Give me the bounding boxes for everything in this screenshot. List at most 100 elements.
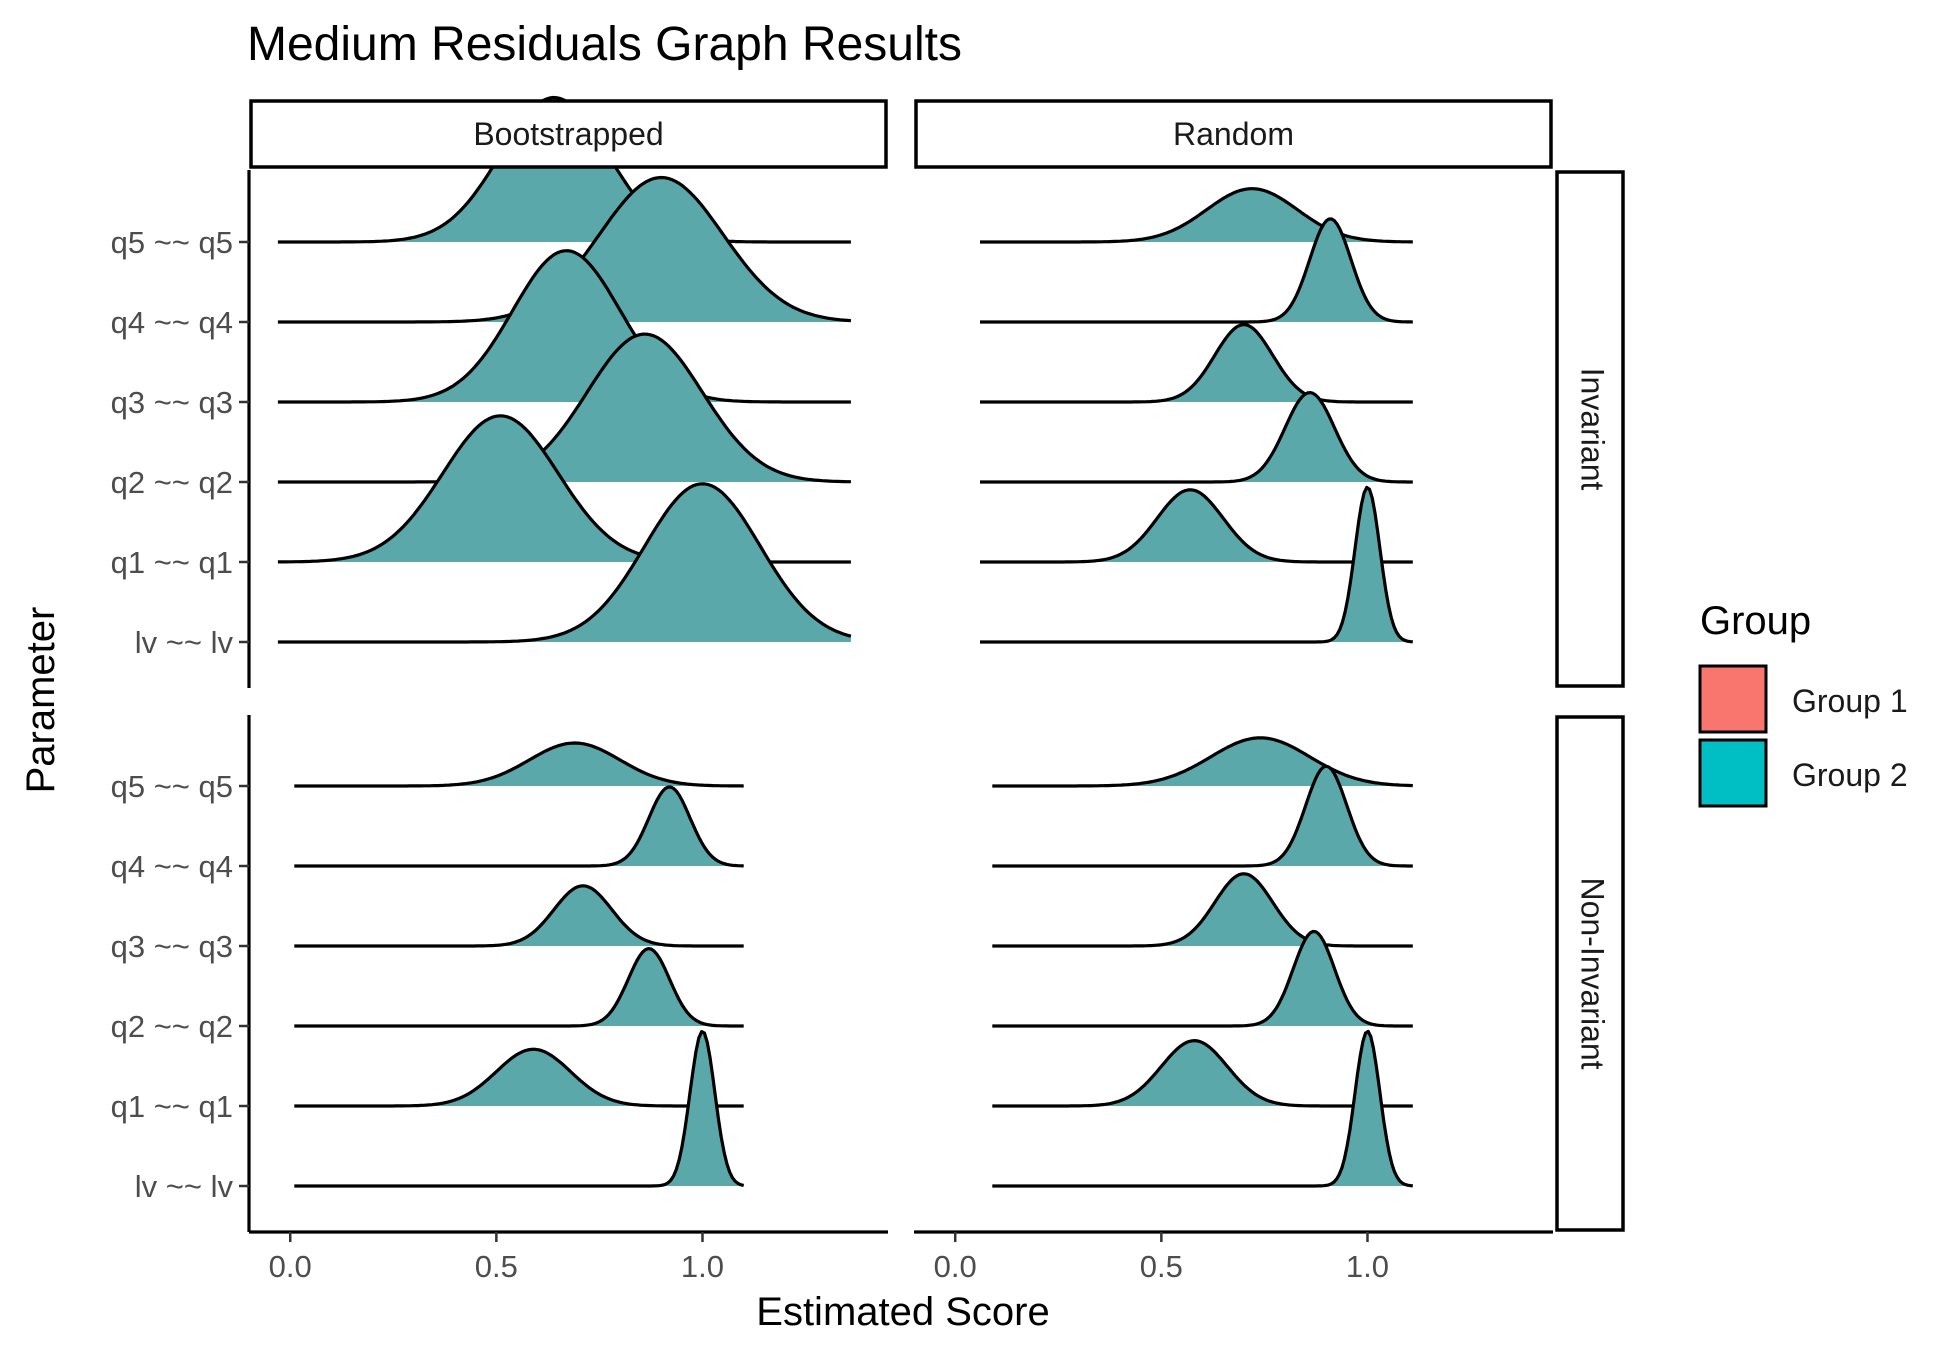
ridge-q3-q3 [980, 323, 1413, 404]
ridge-area [294, 787, 744, 866]
panel-background [249, 715, 888, 1232]
legend-label-group-1: Group 1 [1792, 683, 1908, 719]
strip-label: Random [1173, 116, 1294, 152]
ridge-q2-q2 [294, 947, 744, 1028]
legend-item-group-1: Group 1 [1698, 664, 1908, 734]
ridge-area [992, 873, 1413, 946]
ridge-line [992, 764, 1413, 868]
ridge-line [992, 1029, 1413, 1188]
y-tick-label: q4 ~~ q4 [111, 305, 233, 340]
ridge-line [980, 323, 1413, 404]
ridge-area [992, 931, 1413, 1026]
strip-invariant: Invariant [1555, 170, 1625, 688]
ridge-area [294, 743, 744, 786]
legend-item-group-2: Group 2 [1698, 738, 1908, 808]
strip-box [1555, 170, 1625, 688]
y-tick-label: q4 ~~ q4 [111, 849, 233, 884]
x-tick-label: 0.5 [475, 1249, 518, 1284]
ridge-area [980, 489, 1413, 562]
strip-label: Bootstrapped [473, 116, 663, 152]
panel-random-non-invariant [914, 715, 1553, 1232]
panels [249, 95, 1553, 1232]
panel-bootstrapped-non-invariant [249, 715, 888, 1232]
y-tick-label: q2 ~~ q2 [111, 1009, 233, 1044]
ridge-area [980, 392, 1413, 482]
strip-box [1555, 715, 1625, 1232]
ridge-line [992, 872, 1413, 948]
ridge-line [277, 332, 851, 484]
panel-background [914, 715, 1553, 1232]
strip-non-invariant: Non-Invariant [1555, 715, 1625, 1232]
ridge-q3-q3 [992, 872, 1413, 948]
ridge-q4-q4 [980, 217, 1413, 324]
ridge-q4-q4 [294, 785, 744, 868]
ridge-q5-q5 [992, 736, 1413, 788]
legend-label-group-2: Group 2 [1792, 757, 1908, 793]
ridge-q5-q5 [294, 741, 744, 788]
ridge-area [294, 1049, 744, 1106]
legend: Group Group 1 Group 2 [1698, 599, 1908, 808]
ridge-line [992, 736, 1413, 788]
y-tick-label: q1 ~~ q1 [111, 545, 233, 580]
ridge-line [294, 947, 744, 1028]
ridge-area [980, 487, 1413, 642]
ridge-line [294, 1030, 745, 1188]
ridge-area [277, 97, 851, 242]
panel-background [914, 170, 1553, 688]
ridge-q1-q1 [992, 1039, 1413, 1108]
strip-bootstrapped: Bootstrapped [249, 99, 888, 169]
ridge-area [277, 250, 851, 402]
ridge-line [277, 482, 852, 644]
y-tick-label: lv ~~ lv [135, 1169, 234, 1204]
ridge-line [294, 884, 744, 948]
ridge-lv-lv [980, 485, 1413, 644]
chart-title: Medium Residuals Graph Results [247, 18, 962, 71]
y-axis-label: Parameter [19, 607, 63, 794]
ridge-line [980, 391, 1413, 484]
ridge-q2-q2 [980, 391, 1413, 484]
y-tick-label: lv ~~ lv [135, 625, 234, 660]
ridge-q2-q2 [992, 929, 1413, 1028]
ridge-area [980, 324, 1413, 402]
ridge-lv-lv [294, 1030, 745, 1188]
ridge-line [294, 785, 744, 868]
x-tick-label: 1.0 [1346, 1249, 1389, 1284]
y-tick-label: q3 ~~ q3 [111, 929, 233, 964]
ridge-area [277, 415, 851, 562]
y-tick-label: q2 ~~ q2 [111, 465, 233, 500]
ridge-area [980, 188, 1413, 242]
ridge-area [294, 948, 744, 1026]
legend-key-group-2 [1698, 738, 1768, 808]
ridge-q4-q4 [992, 764, 1413, 868]
x-axis-label: Estimated Score [756, 1290, 1049, 1334]
ridge-area [992, 766, 1413, 866]
x-tick-label: 0.0 [934, 1249, 977, 1284]
x-tick-label: 1.0 [681, 1249, 724, 1284]
ridge-q3-q3 [294, 884, 744, 948]
ridge-line [294, 1047, 744, 1108]
ridge-line [992, 1039, 1413, 1108]
ridge-area [277, 483, 851, 642]
strip-box [914, 99, 1553, 169]
ridge-line [992, 929, 1413, 1028]
ridge-area [980, 219, 1413, 322]
y-tick-label: q5 ~~ q5 [111, 225, 233, 260]
legend-key-group-1 [1698, 664, 1768, 734]
ridge-line [294, 741, 744, 788]
x-tick-label: 0.5 [1140, 1249, 1183, 1284]
ridge-q1-q1 [294, 1047, 744, 1108]
facet-strips: Bootstrapped Random Invariant Non-Invariant [249, 99, 1625, 1232]
ridge-lv-lv [992, 1029, 1413, 1188]
y-tick-label: q5 ~~ q5 [111, 769, 233, 804]
strip-label: Non-Invariant [1575, 877, 1611, 1069]
y-tick-label: q3 ~~ q3 [111, 385, 233, 420]
strip-label: Invariant [1575, 368, 1611, 491]
strip-box [249, 99, 888, 169]
ridge-line [277, 249, 851, 404]
ridge-area [992, 1031, 1413, 1186]
ridge-lv-lv [277, 482, 852, 644]
ridge-q3-q3 [277, 249, 851, 404]
ridge-area [294, 1031, 744, 1186]
